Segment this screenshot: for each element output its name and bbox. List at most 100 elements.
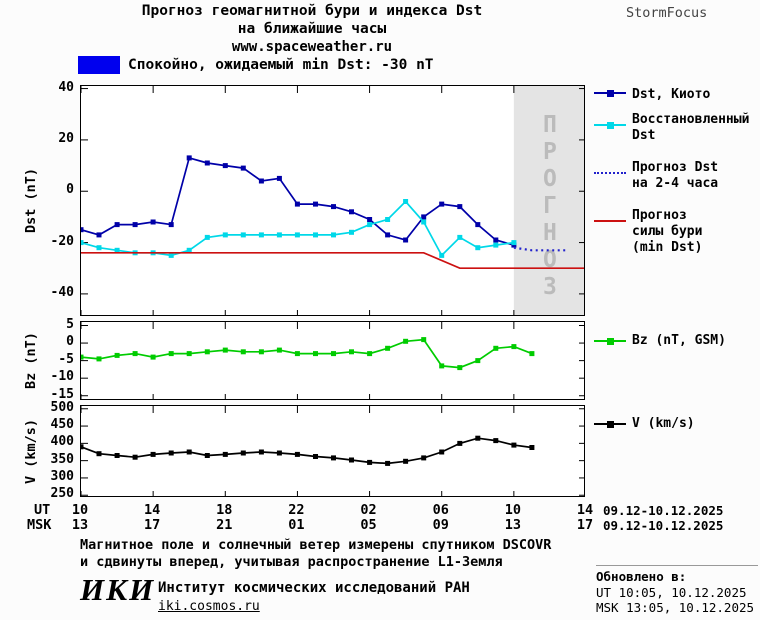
forecast-region-letter: Н [543,220,557,246]
legend-restored-line1: Восстановленный [632,112,750,127]
series-marker [276,232,282,238]
series-line [513,246,568,252]
series-marker [493,438,499,444]
legend-line-dst-kyoto [594,88,626,99]
legend-restored-line2: Dst [632,128,656,143]
y-tick-label: -10 [50,369,74,385]
series-marker [367,351,373,357]
series-marker [349,209,354,215]
series-marker [313,351,318,357]
series-marker [258,349,264,355]
series-marker [186,155,192,161]
series-marker [240,349,246,355]
series-marker [168,351,174,357]
legend-dotted-line-sample [594,172,626,174]
series-marker [457,365,463,371]
series-marker [81,240,84,246]
page-title-line2: на ближайшие часы [237,20,387,37]
series-marker [276,347,282,353]
series-marker [240,232,246,238]
series-marker [96,451,102,457]
forecast-region-letter: П [543,112,557,138]
x-tick-msk: 01 [288,517,305,533]
legend-line-v [594,419,626,430]
y-tick-label: 0 [66,334,74,350]
series-marker [403,458,409,464]
footnote-line1: Магнитное поле и солнечный ветер измерен… [80,537,552,553]
status-color-swatch [78,56,120,74]
legend-line-storm [594,216,626,227]
y-tick-label: -15 [50,386,74,402]
series-marker [258,178,264,184]
series-marker [439,252,445,258]
series-marker [403,237,409,243]
series-marker [439,449,445,455]
series-marker [313,201,318,207]
series-marker [403,338,409,344]
series-marker [475,222,481,228]
y-tick-label: 5 [66,316,74,332]
series-marker [276,175,282,181]
x-tick-msk: 17 [144,517,161,533]
series-marker [294,451,300,457]
legend-forecast-line2: на 2-4 часа [632,176,719,191]
updated-msk: MSK 13:05, 10.12.2025 [596,600,755,615]
series-marker [367,459,373,465]
series-marker [403,199,409,204]
series-marker [132,454,138,460]
series-marker [114,453,120,458]
x-tick-msk: 13 [504,517,521,533]
iki-site-link[interactable]: iki.cosmos.ru [158,599,260,614]
series-marker [132,351,138,357]
y-tick-label: 0 [66,182,74,198]
series-marker [511,240,517,246]
y-tick-label: 500 [50,399,74,415]
series-line [81,251,584,270]
series-marker [493,345,499,351]
x-tick-msk: 17 [576,517,594,533]
series-marker [150,451,156,457]
series-marker [81,227,84,233]
y-tick-label: 400 [50,434,74,450]
x-tick-msk: 05 [360,517,377,533]
series-marker [204,234,210,240]
series-marker [168,222,174,228]
series-marker [349,349,354,355]
series-marker [222,451,228,457]
series-marker [331,232,336,238]
series-marker [204,453,210,458]
series-marker [385,232,391,238]
title-block: Прогноз геомагнитной бури и индекса Dst … [0,3,624,55]
series-marker [114,247,120,253]
iki-logo: ИКИ [80,572,156,607]
legend-line-bz [594,336,626,347]
series-marker [385,217,391,222]
spaceweather-link[interactable]: www.spaceweather.ru [231,39,393,55]
forecast-region-letter: Р [543,139,557,165]
legend-line-restored [594,120,626,131]
y-tick-label: 450 [50,417,74,433]
ut-date-range: 09.12-10.12.2025 [603,503,724,518]
series-marker [132,222,138,228]
series-marker [313,454,318,459]
series-marker [114,222,120,228]
series-marker [294,201,300,207]
series-marker [240,450,246,456]
series-line [81,437,533,465]
page-title-line1: Прогноз геомагнитной бури и индекса Dst [141,3,483,19]
series-marker [385,460,391,466]
forecast-region-letter: О [543,247,557,273]
y-tick-label: -20 [50,233,74,249]
series-marker [222,232,228,238]
x-tick-ut: 02 [360,502,377,518]
legend-storm-line3: (min Dst) [632,240,703,255]
series-marker [186,351,192,357]
series-marker [114,352,120,358]
series-marker [81,354,84,360]
series-marker [186,449,192,455]
series-marker [331,351,336,357]
bz-chart-panel [80,321,585,400]
legend-marker-square [607,338,614,345]
x-tick-msk: 09 [432,517,449,533]
